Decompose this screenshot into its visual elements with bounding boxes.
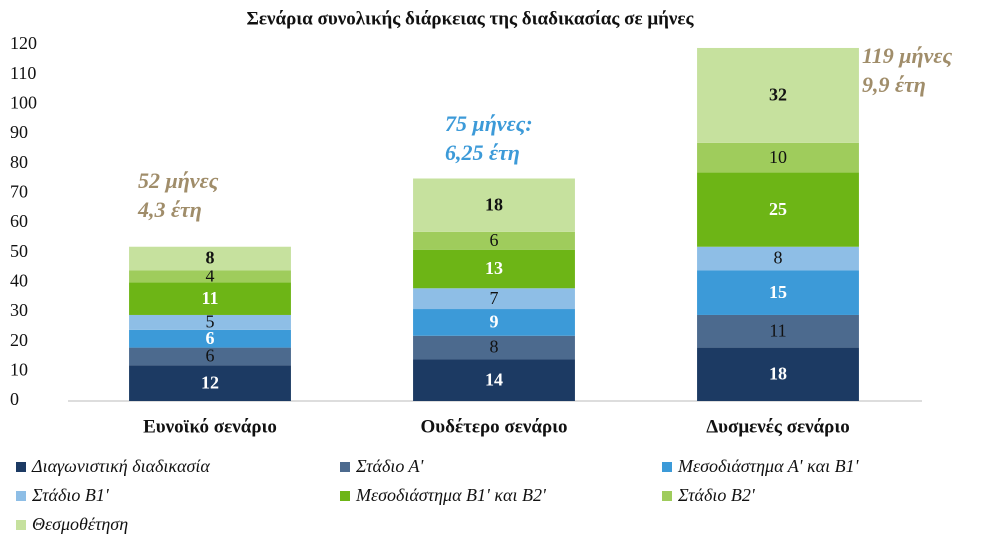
y-tick-label: 70 — [10, 181, 28, 201]
data-label: 8 — [774, 248, 783, 268]
data-label: 6 — [490, 230, 499, 250]
bar-segment — [129, 347, 291, 366]
data-label: 25 — [769, 199, 787, 219]
y-tick-label: 30 — [10, 300, 28, 320]
data-label: 18 — [769, 363, 787, 383]
data-label: 6 — [206, 346, 215, 366]
bar-segment — [413, 249, 575, 289]
y-tick-label: 80 — [10, 152, 28, 172]
y-tick-label: 100 — [10, 92, 37, 112]
bar-segment — [697, 270, 859, 315]
data-label: 11 — [769, 320, 786, 340]
annotation: 6,25 έτη — [445, 140, 520, 165]
x-tick-label: Ουδέτερο σενάριο — [420, 416, 567, 437]
bar-segment — [413, 309, 575, 336]
bar-segment — [697, 347, 859, 401]
bar-segment — [697, 314, 859, 348]
legend-swatch — [16, 520, 26, 530]
bar-segment — [697, 172, 859, 247]
y-tick-label: 60 — [10, 211, 28, 231]
data-label: 10 — [769, 147, 787, 167]
bar-segment — [697, 142, 859, 173]
y-tick-label: 110 — [10, 63, 36, 83]
bar-segment — [129, 282, 291, 315]
bar-segment — [413, 178, 575, 232]
chart-title: Σενάρια συνολικής διάρκειας της διαδικασ… — [246, 8, 694, 29]
y-tick-label: 10 — [10, 359, 28, 379]
legend-swatch — [662, 462, 672, 472]
data-label: 8 — [490, 337, 499, 357]
legend-swatch — [340, 491, 350, 501]
y-tick-label: 20 — [10, 330, 28, 350]
bar-segment — [413, 288, 575, 310]
legend-label: Στάδιο Β2' — [677, 485, 756, 505]
x-tick-label: Ευνοϊκό σενάριο — [143, 416, 277, 437]
annotation: 9,9 έτη — [862, 72, 926, 97]
y-tick-label: 120 — [10, 33, 37, 53]
bar-segment — [697, 47, 859, 143]
data-label: 13 — [485, 258, 503, 278]
y-tick-label: 50 — [10, 241, 28, 261]
annotation: 119 μήνες — [862, 43, 952, 68]
data-label: 32 — [769, 85, 787, 105]
legend-swatch — [16, 462, 26, 472]
bar-segment — [697, 246, 859, 271]
data-label: 5 — [206, 312, 215, 332]
annotation: 75 μήνες: — [445, 111, 533, 136]
bar-segment — [129, 270, 291, 283]
y-tick-label: 0 — [10, 389, 19, 409]
data-label: 8 — [206, 248, 215, 268]
data-label: 15 — [769, 282, 787, 302]
legend-swatch — [662, 491, 672, 501]
annotation: 52 μήνες — [138, 168, 219, 193]
data-label: 12 — [201, 372, 219, 392]
data-label: 9 — [490, 312, 499, 332]
bar-segment — [413, 231, 575, 250]
bar-segment — [129, 365, 291, 401]
legend-swatch — [16, 491, 26, 501]
bar-segment — [413, 335, 575, 360]
data-label: 18 — [485, 194, 503, 214]
data-label: 7 — [490, 288, 499, 308]
y-tick-label: 40 — [10, 270, 28, 290]
data-label: 14 — [485, 369, 503, 389]
legend-label: Θεσμοθέτηση — [32, 514, 128, 534]
bar-segment — [413, 359, 575, 401]
legend-label: Μεσοδιάστημα Α' και Β1' — [677, 456, 860, 476]
legend-label: Διαγωνιστική διαδικασία — [31, 456, 210, 476]
data-label: 6 — [206, 328, 215, 348]
y-tick-label: 90 — [10, 122, 28, 142]
data-label: 11 — [201, 288, 218, 308]
x-tick-label: Δυσμενές σενάριο — [706, 416, 849, 437]
legend-label: Στάδιο Β1' — [31, 485, 110, 505]
legend-label: Μεσοδιάστημα Β1' και Β2' — [355, 485, 547, 505]
data-label: 4 — [206, 266, 215, 286]
bar-segment — [129, 314, 291, 330]
annotation: 4,3 έτη — [137, 197, 202, 222]
bar-segment — [129, 329, 291, 348]
legend-label: Στάδιο Α' — [355, 456, 425, 476]
legend-swatch — [340, 462, 350, 472]
bar-segment — [129, 246, 291, 271]
